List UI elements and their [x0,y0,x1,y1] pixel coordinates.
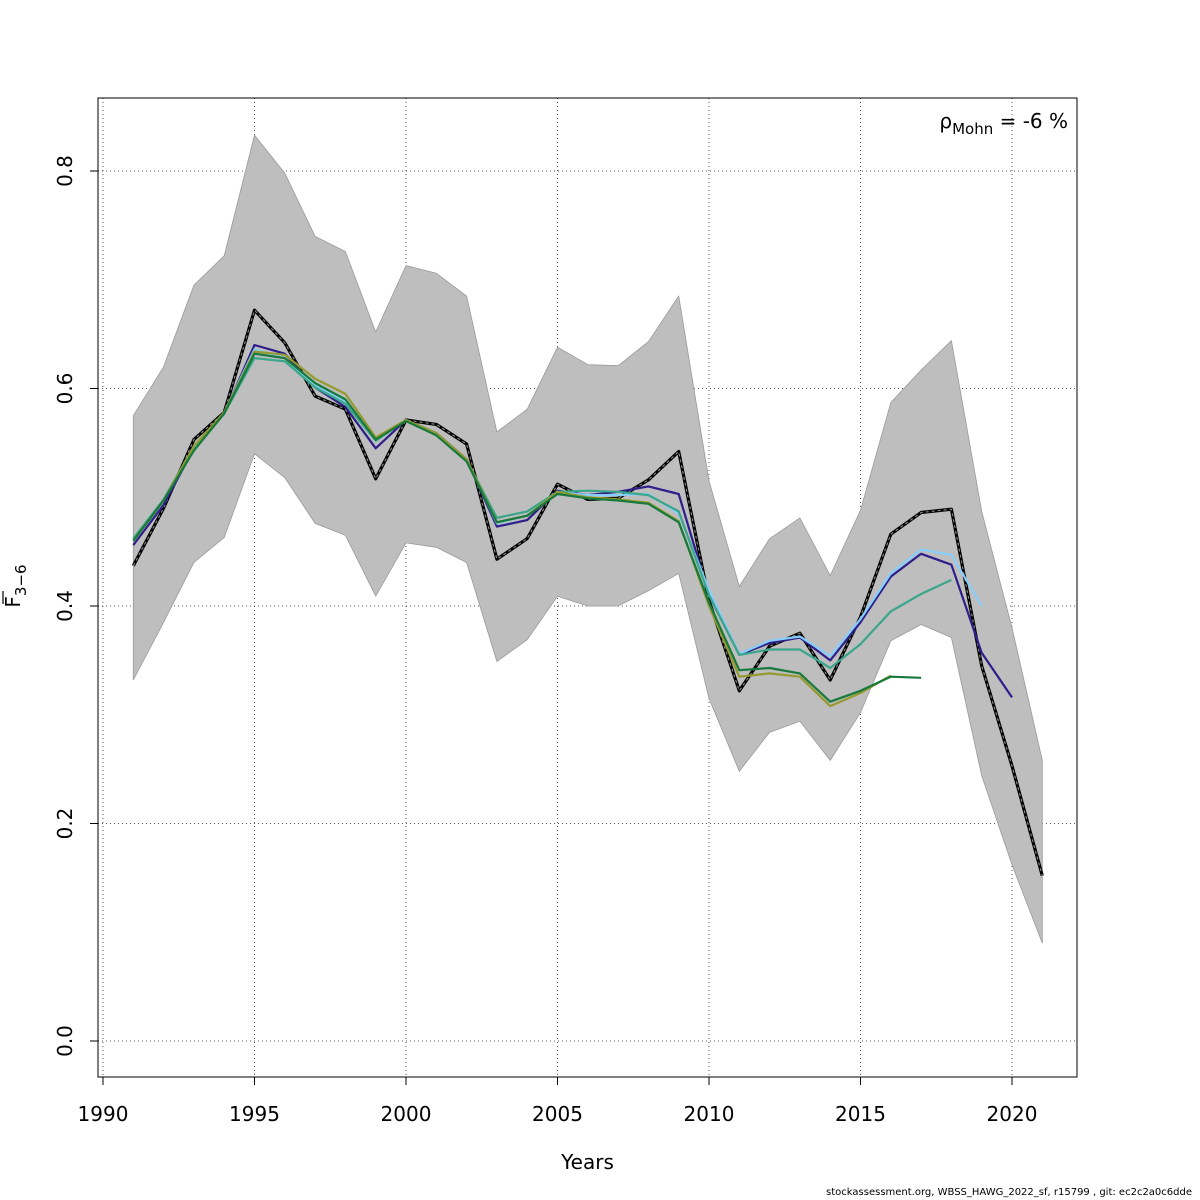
mohn-rho-annotation: ρMohn = -6 % [939,109,1068,138]
x-tick-label-2005: 2005 [532,1102,583,1126]
confidence-band-layer [132,134,1043,944]
svg-text:F3−6: F3−6 [1,564,30,607]
x-tick-label-1990: 1990 [78,1102,129,1126]
x-tick-label-2000: 2000 [381,1102,432,1126]
y-axis-title: F3−6 [1,564,30,607]
y-axis: 0.0 0.2 0.4 0.6 0.8 [53,155,99,1057]
rho-symbol: ρ [939,109,952,133]
y-tick-label-0-2: 0.2 [53,808,77,840]
x-axis-title: Years [560,1150,614,1174]
rho-subscript: Mohn [952,120,993,138]
x-tick-label-2010: 2010 [684,1102,735,1126]
series-0-dash [132,309,1043,876]
confidence-band [132,134,1043,944]
y-tick-label-0-4: 0.4 [53,590,77,622]
y-axis-title-sub: 3−6 [12,564,30,596]
y-axis-title-main: F [1,596,25,608]
series-5-line [132,352,922,703]
x-tick-label-1995: 1995 [229,1102,280,1126]
x-axis: 1990 1995 2000 2005 2010 2015 2020 [78,1076,1038,1126]
series-3-line [132,357,952,670]
y-tick-label-0: 0.0 [53,1025,77,1057]
rho-value: = -6 % [993,109,1068,133]
x-tick-label-2020: 2020 [987,1102,1038,1126]
y-tick-label-0-8: 0.8 [53,155,77,187]
footer-credit: stockassessment.org, WBSS_HAWG_2022_sf, … [826,1187,1192,1198]
series-layer [131,308,1044,877]
y-tick-label-0-6: 0.6 [53,373,77,405]
x-tick-label-2015: 2015 [835,1102,886,1126]
